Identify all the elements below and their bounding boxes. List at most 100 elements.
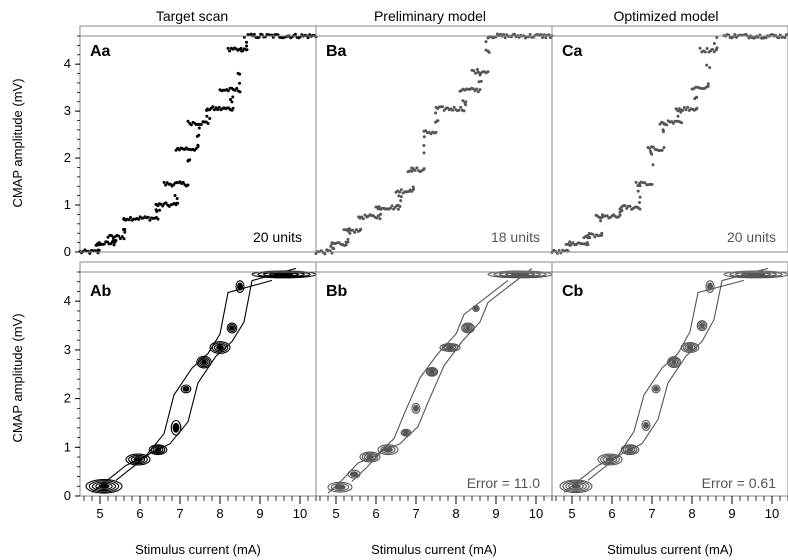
scatter-point (618, 210, 622, 214)
scatter-point (676, 109, 680, 113)
scatter-point (331, 246, 335, 250)
contour-level (377, 444, 399, 456)
error-note-b: Error = 11.0 (467, 475, 540, 491)
scatter-point (154, 208, 158, 212)
contour-level (441, 343, 459, 352)
column-title-optimized: Optimized model (613, 8, 718, 24)
contour-level (211, 342, 229, 353)
contour-level (439, 343, 461, 352)
scatter-point (484, 48, 488, 52)
scatter-point (649, 151, 653, 155)
scatter-point (777, 36, 781, 40)
scatter-point (487, 50, 491, 54)
scatter-point (158, 208, 162, 212)
contour-level (130, 455, 146, 464)
contour-level (443, 344, 457, 351)
contour-level (413, 404, 419, 412)
scatter-point (197, 126, 201, 130)
contour-level (707, 282, 713, 291)
scatter-point (127, 218, 131, 222)
y-tick-label: 0 (64, 244, 71, 259)
contour-level (428, 368, 436, 375)
contour-level (334, 484, 346, 490)
contour-level (669, 358, 679, 366)
scatter-point (705, 47, 709, 50)
contour-level (680, 342, 700, 353)
scatter-point (176, 201, 180, 205)
scatter-point (162, 180, 166, 184)
scatter-point (122, 237, 126, 241)
contour-level (461, 322, 475, 334)
scatter-point (698, 46, 702, 50)
scatter-point (712, 42, 716, 45)
panel-aa (78, 32, 318, 255)
contour-level (330, 483, 350, 492)
panel-frame (315, 25, 553, 253)
contour-level (359, 451, 381, 463)
contour-level (411, 402, 421, 414)
contour-level (196, 355, 212, 369)
scatter-point (442, 108, 446, 112)
contour-level (237, 282, 243, 291)
panel-label-ca: Ca (562, 43, 583, 60)
x-tick-label: 10 (529, 506, 543, 521)
scatter-point (424, 129, 428, 133)
contour-level (88, 480, 120, 493)
contour-level (427, 367, 437, 376)
contour-level (274, 272, 294, 277)
x-tick-label: 7 (176, 506, 183, 521)
contour-level (152, 446, 164, 453)
scatter-point (461, 99, 465, 103)
scatter-point (634, 180, 638, 184)
scatter-point (164, 201, 168, 205)
scatter-point (306, 36, 310, 40)
scatter-point (397, 194, 401, 198)
y-tick-label: 4 (64, 293, 71, 308)
scatter-point (120, 235, 124, 239)
contour-level (622, 445, 638, 455)
scatter-point (638, 195, 642, 199)
scatter-point (599, 216, 603, 220)
scatter-point (396, 207, 400, 211)
scatter-point (226, 46, 230, 50)
contour-level (366, 454, 374, 460)
contour-level (571, 484, 581, 489)
panel-label-cb: Cb (562, 283, 584, 300)
scatter-point (715, 36, 719, 39)
contour-envelope (563, 279, 745, 493)
scatter-point (229, 98, 232, 101)
contour-level (653, 386, 659, 392)
contour-level (562, 480, 590, 493)
scatter-point (484, 40, 488, 44)
scatter-point (88, 251, 92, 255)
contour-envelope (587, 267, 769, 481)
contour-level (213, 343, 227, 352)
scatter-point (363, 213, 367, 217)
scatter-point (651, 163, 655, 167)
scatter-point (353, 230, 357, 234)
scatter-point (539, 33, 543, 37)
scatter-point (408, 188, 412, 192)
contour-level (182, 386, 190, 392)
contour-level (327, 481, 353, 493)
x-tick-label: 9 (256, 506, 263, 521)
contour-level (209, 341, 231, 354)
scatter-point (682, 106, 686, 109)
scatter-point (513, 32, 516, 36)
scatter-point (671, 121, 675, 125)
scatter-point (566, 242, 570, 246)
scatter-point (636, 184, 640, 188)
scatter-point (118, 237, 122, 241)
scatter-point (434, 130, 438, 134)
scatter-point (122, 228, 125, 231)
scatter-point (186, 119, 190, 123)
y-tick-label: 3 (64, 342, 71, 357)
scatter-point (359, 227, 363, 231)
contour-envelope (115, 267, 297, 481)
scatter-point (226, 89, 230, 93)
scatter-point (175, 197, 179, 200)
scatter-point (628, 204, 632, 208)
scatter-point (231, 95, 235, 99)
x-tick-label: 5 (568, 506, 575, 521)
scatter-point (457, 108, 461, 112)
